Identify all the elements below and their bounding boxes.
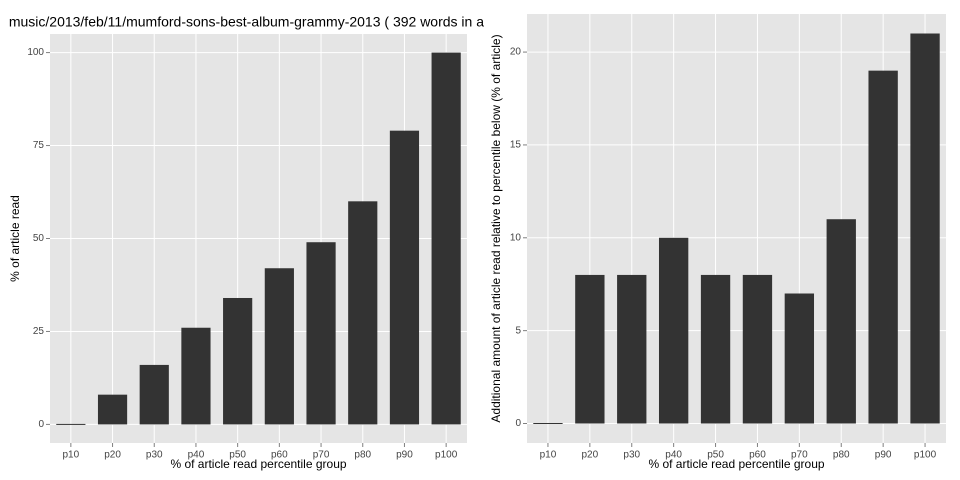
- x-tick-label: p80: [354, 450, 371, 461]
- x-tick-label: p50: [707, 450, 724, 461]
- bar: [700, 274, 731, 424]
- title-clip: music/2013/feb/11/mumford-sons-best-albu…: [9, 14, 484, 30]
- x-tick-label: p20: [104, 450, 121, 461]
- x-tick-label: p30: [146, 450, 163, 461]
- x-tick-label: p40: [188, 450, 205, 461]
- bar: [826, 219, 856, 424]
- x-tick-label: p50: [229, 450, 246, 461]
- bar: [139, 364, 169, 425]
- x-tick-label: p90: [396, 450, 413, 461]
- x-tick-label: p90: [875, 450, 892, 461]
- bar: [784, 293, 815, 424]
- bar: [575, 274, 605, 424]
- bar: [97, 394, 128, 425]
- x-tick-label: p30: [623, 450, 640, 461]
- bar: [181, 327, 211, 425]
- bar: [348, 201, 378, 425]
- bar: [910, 33, 940, 424]
- x-tick-label: p100: [435, 450, 458, 461]
- y-axis-label: Additional amount of article read relati…: [489, 34, 503, 422]
- x-tick-label: p80: [833, 450, 850, 461]
- bar: [264, 268, 294, 425]
- y-tick-label: 0: [38, 419, 44, 430]
- x-axis-label: % of article read percentile group: [648, 457, 824, 471]
- y-tick-label: 0: [515, 418, 521, 429]
- x-tick-label: p60: [749, 450, 766, 461]
- bar: [56, 423, 86, 425]
- y-tick-label: 5: [515, 325, 521, 336]
- y-tick-label: 75: [33, 140, 45, 151]
- bar: [533, 423, 563, 424]
- y-tick-label: 10: [510, 232, 522, 243]
- y-tick-label: 20: [510, 47, 522, 58]
- x-tick-label: p10: [540, 450, 557, 461]
- chart-title: music/2013/feb/11/mumford-sons-best-albu…: [9, 14, 484, 30]
- x-tick-label: p60: [271, 450, 288, 461]
- y-tick-label: 100: [27, 47, 44, 58]
- bar: [742, 274, 773, 424]
- x-tick-label: p20: [582, 450, 599, 461]
- bar: [658, 237, 689, 424]
- bar: [617, 274, 647, 424]
- bar: [389, 130, 420, 425]
- bar: [223, 297, 253, 425]
- y-tick-label: 25: [33, 326, 45, 337]
- y-tick-label: 50: [33, 233, 45, 244]
- x-tick-label: p70: [791, 450, 808, 461]
- y-tick-label: 15: [510, 140, 522, 151]
- x-tick-label: p10: [63, 450, 80, 461]
- x-tick-label: p100: [914, 450, 937, 461]
- y-axis-label: % of article read: [8, 195, 22, 282]
- x-axis-label: % of article read percentile group: [170, 457, 346, 471]
- bar: [431, 52, 461, 425]
- bar: [868, 70, 898, 424]
- bar: [306, 242, 336, 425]
- x-tick-label: p40: [665, 450, 682, 461]
- x-tick-label: p70: [313, 450, 330, 461]
